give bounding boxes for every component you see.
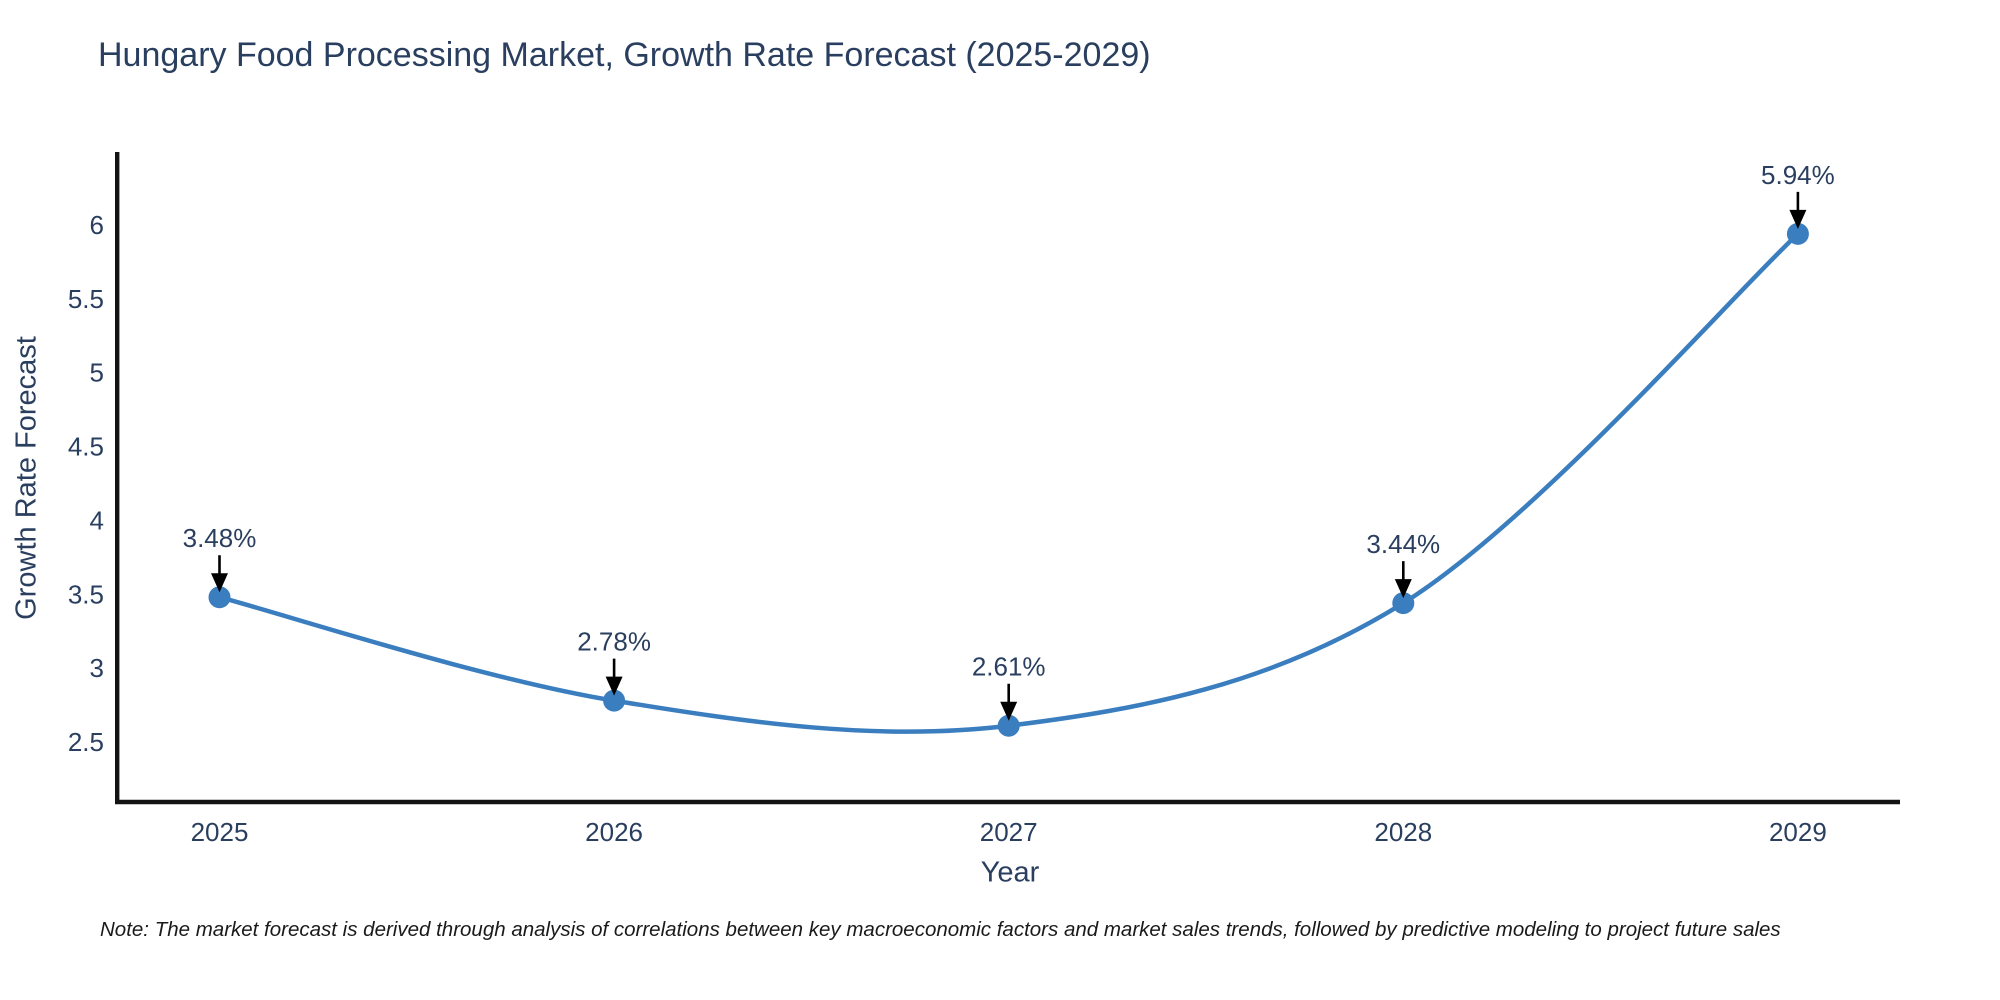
y-tick-label: 3.5 <box>68 579 104 609</box>
data-point-2028 <box>1392 592 1415 615</box>
annotation-label-2027: 2.61% <box>972 652 1046 682</box>
annotation-label-2026: 2.78% <box>577 627 651 657</box>
annotation-arrow-head <box>1789 209 1807 229</box>
x-tick-label: 2028 <box>1374 817 1432 847</box>
y-tick-label: 2.5 <box>68 727 104 757</box>
annotation-label-2028: 3.44% <box>1366 529 1440 559</box>
chart-title: Hungary Food Processing Market, Growth R… <box>98 36 1151 74</box>
x-tick-label: 2026 <box>585 817 643 847</box>
annotation-arrow-head <box>605 676 623 696</box>
x-tick-label: 2025 <box>191 817 249 847</box>
x-tick-label: 2029 <box>1769 817 1827 847</box>
x-axis-title: Year <box>980 856 1040 889</box>
annotation-arrow-head <box>1394 579 1412 599</box>
y-tick-label: 5.5 <box>68 284 104 314</box>
annotation-label-2025: 3.48% <box>183 523 257 553</box>
annotation-arrow-head <box>1000 701 1018 721</box>
series-line <box>218 232 1800 734</box>
y-tick-label: 4.5 <box>68 432 104 462</box>
annotation-label-2029: 5.94% <box>1761 160 1835 190</box>
footnote: Note: The market forecast is derived thr… <box>100 918 1781 941</box>
data-point-2025 <box>208 586 231 609</box>
y-tick-label: 3 <box>90 653 104 683</box>
annotation-arrow-head <box>211 573 228 593</box>
data-point-2026 <box>603 689 626 712</box>
y-tick-label: 4 <box>90 505 104 535</box>
data-point-2027 <box>997 714 1020 737</box>
data-point-2029 <box>1786 222 1809 245</box>
y-tick-label: 5 <box>90 358 104 388</box>
x-tick-label: 2027 <box>980 817 1038 847</box>
y-tick-label: 6 <box>90 210 104 240</box>
